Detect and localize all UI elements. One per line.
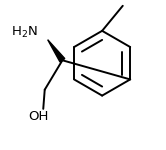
Text: H$_2$N: H$_2$N — [10, 25, 37, 40]
Polygon shape — [48, 40, 65, 62]
Text: OH: OH — [29, 110, 49, 123]
